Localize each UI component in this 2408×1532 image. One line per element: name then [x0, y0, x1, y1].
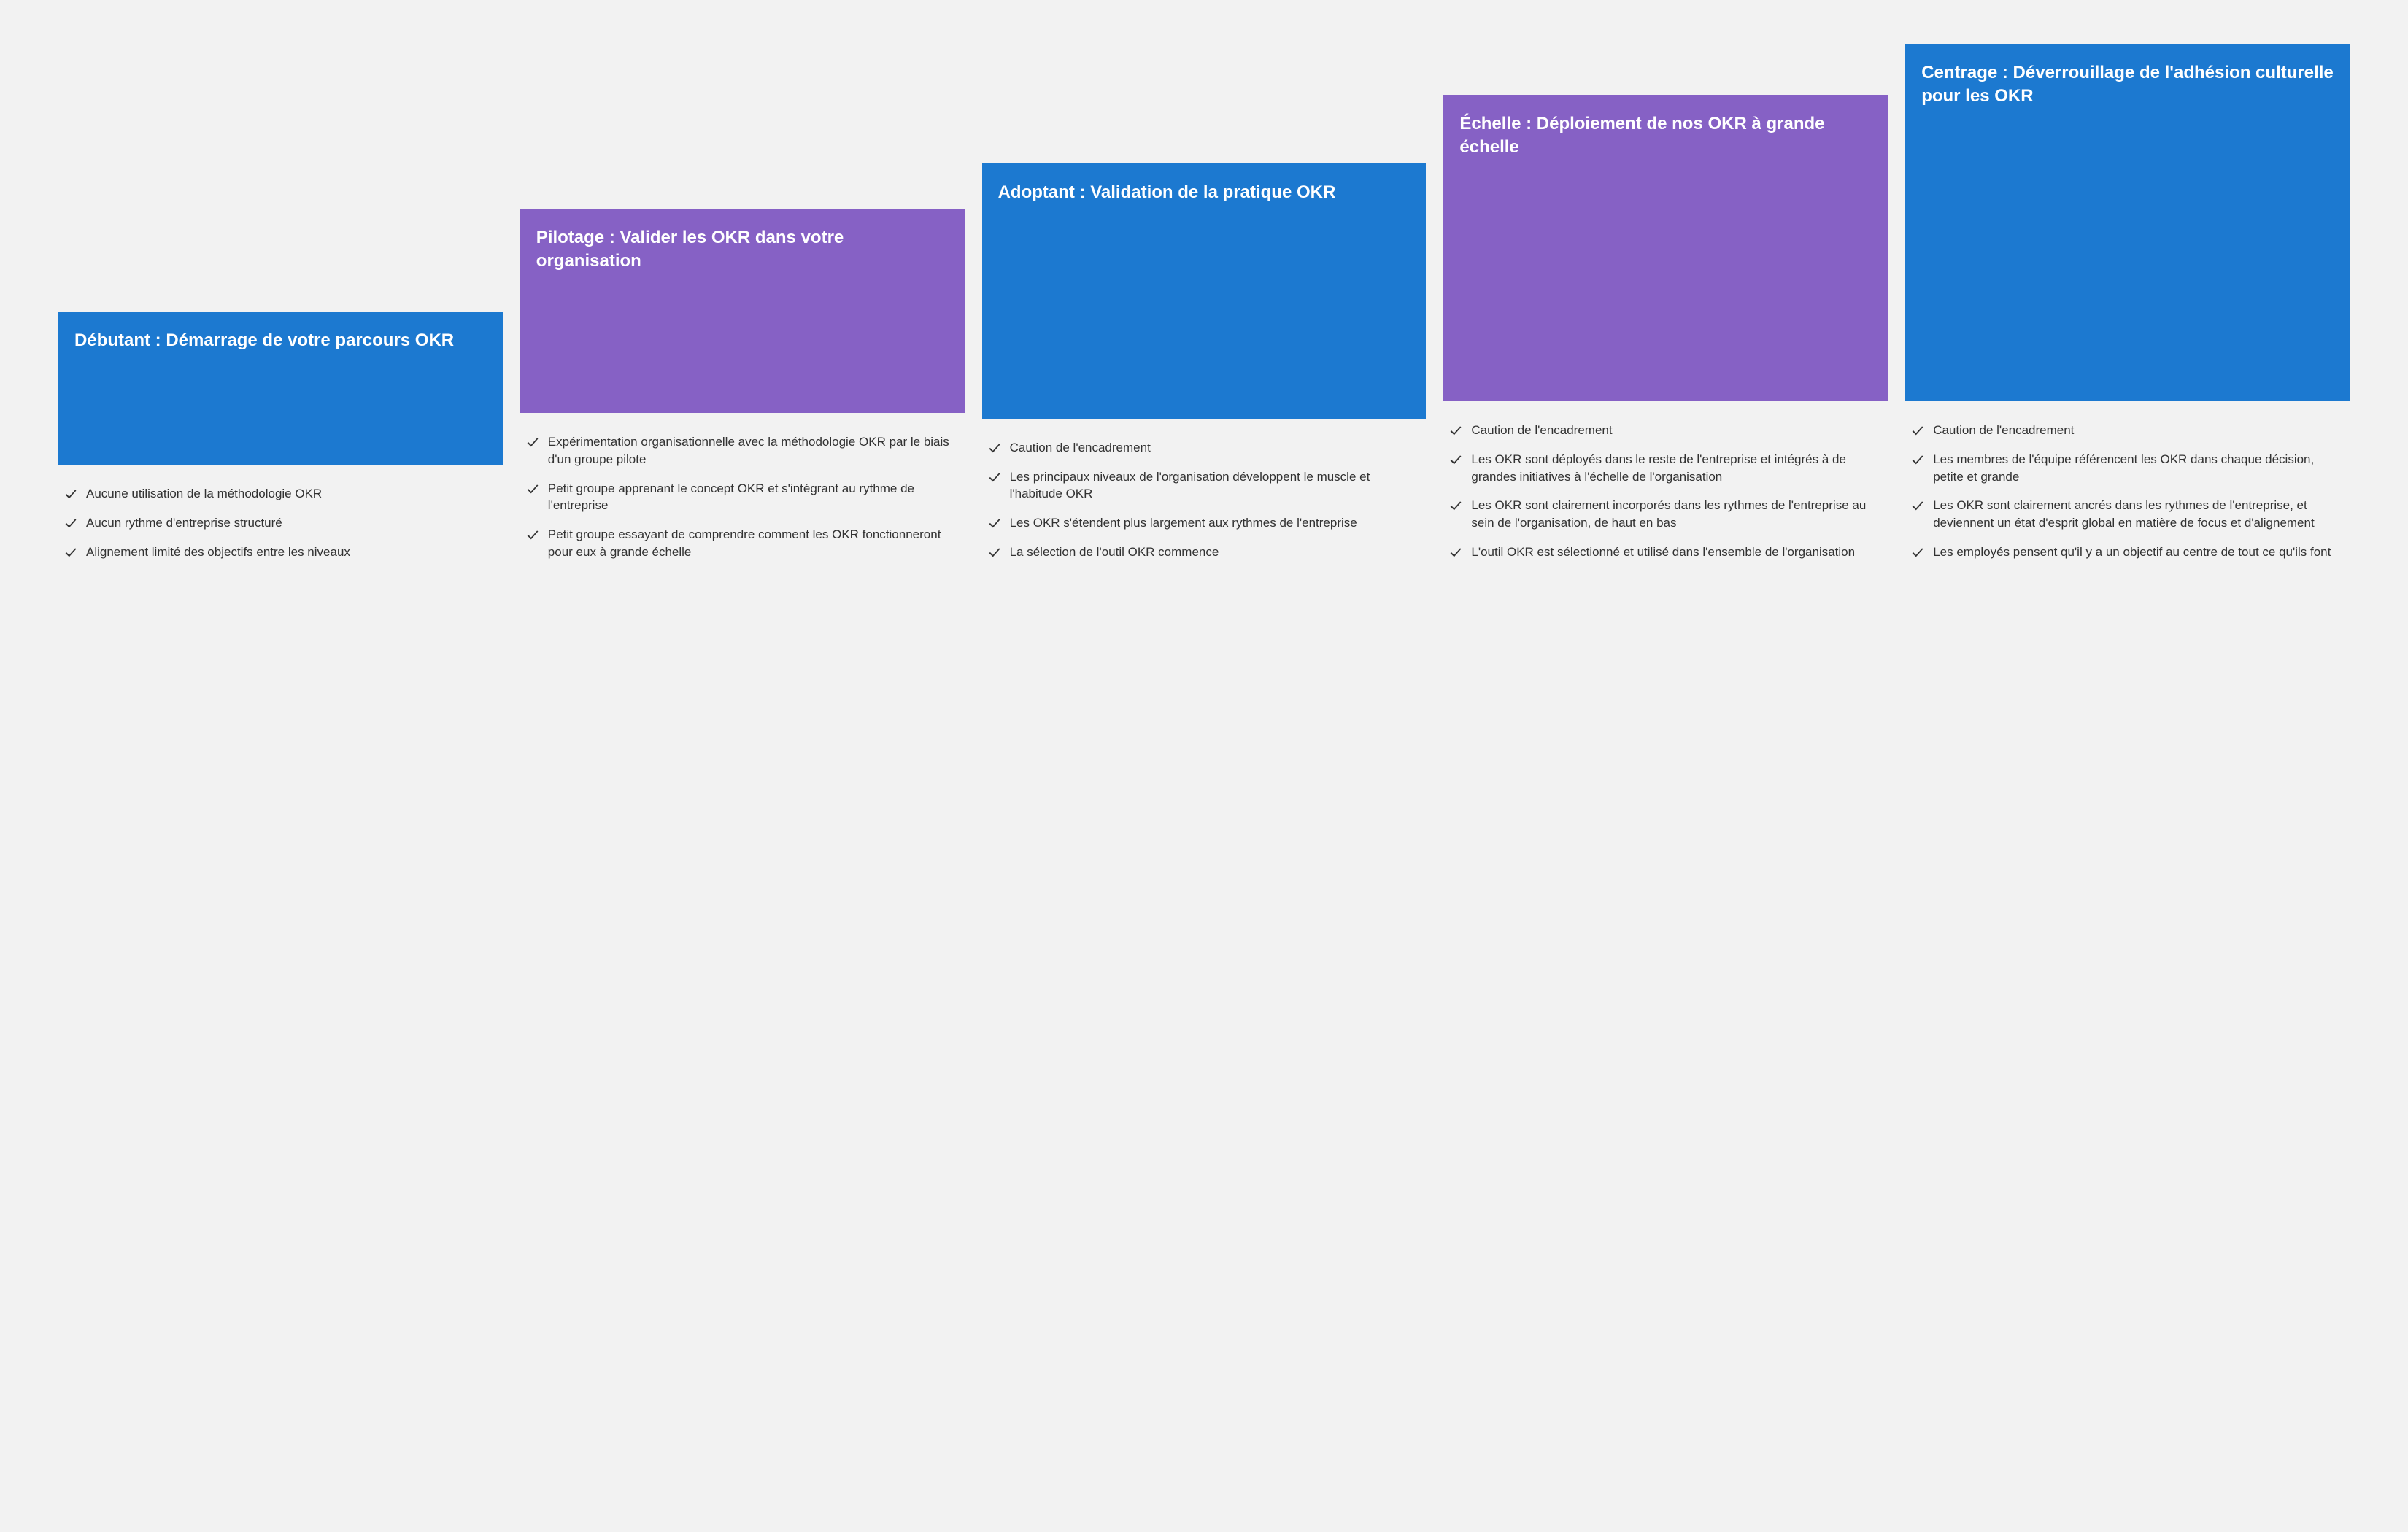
bullet-text: Les employés pensent qu'il y a un object…: [1933, 543, 2331, 561]
bullet-text: Les OKR sont déployés dans le reste de l…: [1471, 451, 1882, 486]
bullet-text: Alignement limité des objectifs entre le…: [86, 543, 350, 561]
column-centrage: Centrage : Déverrouillage de l'adhésion …: [1905, 44, 2350, 573]
check-icon: [526, 528, 539, 541]
check-icon: [988, 546, 1001, 559]
header-title: Centrage : Déverrouillage de l'adhésion …: [1921, 61, 2334, 109]
list-item: Les employés pensent qu'il y a un object…: [1911, 543, 2344, 561]
check-icon: [988, 517, 1001, 530]
check-icon: [1911, 499, 1924, 512]
bullet-text: Les principaux niveaux de l'organisation…: [1010, 468, 1421, 503]
header-box: Pilotage : Valider les OKR dans votre or…: [520, 209, 965, 413]
column-adoptant: Adoptant : Validation de la pratique OKR…: [982, 163, 1427, 573]
list-item: L'outil OKR est sélectionné et utilisé d…: [1449, 543, 1882, 561]
bullet-list: Caution de l'encadrement Les membres de …: [1905, 401, 2350, 573]
header-title: Pilotage : Valider les OKR dans votre or…: [536, 226, 949, 274]
check-icon: [1911, 453, 1924, 466]
bullet-text: Aucune utilisation de la méthodologie OK…: [86, 485, 322, 503]
bullet-text: L'outil OKR est sélectionné et utilisé d…: [1471, 543, 1855, 561]
check-icon: [64, 517, 77, 530]
check-icon: [526, 482, 539, 495]
list-item: Les principaux niveaux de l'organisation…: [988, 468, 1421, 503]
bullet-list: Expérimentation organisationnelle avec l…: [520, 413, 965, 573]
bullet-text: Caution de l'encadrement: [1010, 439, 1151, 457]
list-item: Expérimentation organisationnelle avec l…: [526, 433, 959, 468]
check-icon: [1449, 546, 1462, 559]
check-icon: [988, 441, 1001, 454]
check-icon: [526, 436, 539, 449]
list-item: La sélection de l'outil OKR commence: [988, 543, 1421, 561]
list-item: Petit groupe apprenant le concept OKR et…: [526, 480, 959, 515]
bullet-text: Petit groupe apprenant le concept OKR et…: [548, 480, 959, 515]
list-item: Les OKR s'étendent plus largement aux ry…: [988, 514, 1421, 532]
check-icon: [988, 471, 1001, 484]
check-icon: [64, 487, 77, 500]
bullet-text: Les OKR s'étendent plus largement aux ry…: [1010, 514, 1357, 532]
check-icon: [1449, 453, 1462, 466]
bullet-text: La sélection de l'outil OKR commence: [1010, 543, 1219, 561]
check-icon: [64, 546, 77, 559]
bullet-text: Les OKR sont clairement incorporés dans …: [1471, 497, 1882, 532]
list-item: Petit groupe essayant de comprendre comm…: [526, 526, 959, 561]
list-item: Les OKR sont clairement incorporés dans …: [1449, 497, 1882, 532]
header-title: Débutant : Démarrage de votre parcours O…: [74, 329, 454, 352]
list-item: Les membres de l'équipe référencent les …: [1911, 451, 2344, 486]
column-pilotage: Pilotage : Valider les OKR dans votre or…: [520, 209, 965, 573]
list-item: Aucun rythme d'entreprise structuré: [64, 514, 497, 532]
list-item: Caution de l'encadrement: [1449, 422, 1882, 439]
column-debutant: Débutant : Démarrage de votre parcours O…: [58, 312, 503, 572]
header-box: Échelle : Déploiement de nos OKR à grand…: [1443, 95, 1888, 401]
list-item: Les OKR sont clairement ancrés dans les …: [1911, 497, 2344, 532]
bullet-list: Caution de l'encadrement Les principaux …: [982, 419, 1427, 573]
check-icon: [1449, 499, 1462, 512]
header-title: Échelle : Déploiement de nos OKR à grand…: [1459, 112, 1872, 160]
bullet-list: Caution de l'encadrement Les OKR sont dé…: [1443, 401, 1888, 573]
bullet-text: Caution de l'encadrement: [1471, 422, 1612, 439]
bullet-text: Les membres de l'équipe référencent les …: [1933, 451, 2344, 486]
check-icon: [1911, 424, 1924, 437]
column-echelle: Échelle : Déploiement de nos OKR à grand…: [1443, 95, 1888, 573]
list-item: Les OKR sont déployés dans le reste de l…: [1449, 451, 1882, 486]
header-box: Débutant : Démarrage de votre parcours O…: [58, 312, 503, 465]
bullet-text: Caution de l'encadrement: [1933, 422, 2074, 439]
bullet-text: Petit groupe essayant de comprendre comm…: [548, 526, 959, 561]
header-title: Adoptant : Validation de la pratique OKR: [998, 181, 1336, 204]
list-item: Caution de l'encadrement: [1911, 422, 2344, 439]
list-item: Alignement limité des objectifs entre le…: [64, 543, 497, 561]
check-icon: [1449, 424, 1462, 437]
list-item: Caution de l'encadrement: [988, 439, 1421, 457]
header-box: Adoptant : Validation de la pratique OKR: [982, 163, 1427, 419]
bullet-list: Aucune utilisation de la méthodologie OK…: [58, 465, 503, 572]
bullet-text: Expérimentation organisationnelle avec l…: [548, 433, 959, 468]
check-icon: [1911, 546, 1924, 559]
infographic-container: Débutant : Démarrage de votre parcours O…: [58, 44, 2350, 573]
header-box: Centrage : Déverrouillage de l'adhésion …: [1905, 44, 2350, 401]
bullet-text: Aucun rythme d'entreprise structuré: [86, 514, 282, 532]
bullet-text: Les OKR sont clairement ancrés dans les …: [1933, 497, 2344, 532]
list-item: Aucune utilisation de la méthodologie OK…: [64, 485, 497, 503]
